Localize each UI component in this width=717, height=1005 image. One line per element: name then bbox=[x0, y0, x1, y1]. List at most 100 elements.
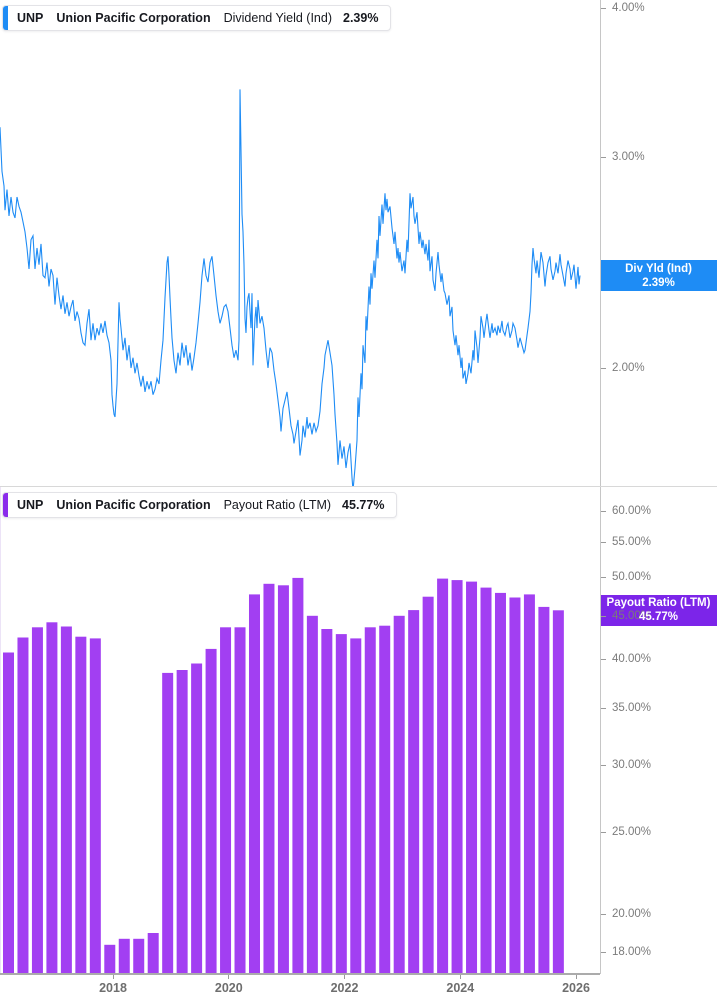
x-axis-tick bbox=[575, 975, 577, 979]
payout-bar[interactable] bbox=[364, 627, 376, 974]
payout-bar[interactable] bbox=[480, 587, 492, 974]
y-axis-tick bbox=[601, 952, 606, 954]
badge-metric-text: Payout Ratio (LTM) bbox=[606, 597, 711, 610]
payout-bar[interactable] bbox=[75, 636, 87, 974]
payout-bar[interactable] bbox=[248, 594, 260, 974]
y-axis-tick bbox=[601, 156, 606, 158]
x-axis-year-label: 2024 bbox=[446, 981, 475, 995]
x-axis-year-label: 2020 bbox=[214, 981, 243, 995]
x-axis-tick bbox=[459, 975, 461, 979]
y-axis-tick bbox=[601, 913, 606, 915]
y-axis-tick-label: 45.00% bbox=[612, 610, 652, 623]
y-axis-line bbox=[600, 0, 601, 974]
y-axis-tick bbox=[601, 764, 606, 766]
payout-bar[interactable] bbox=[523, 594, 535, 974]
x-axis-year-label: 2018 bbox=[99, 981, 127, 995]
right-axis: 4.00% 3.00% 2.00% 60.00% 55.00% 50.00% 45.00% 4… bbox=[600, 0, 717, 1005]
payout-bar[interactable] bbox=[133, 938, 145, 974]
badge-value-text: 2.39% bbox=[642, 276, 675, 289]
payout-bar[interactable] bbox=[306, 615, 318, 974]
y-axis-tick bbox=[601, 367, 606, 369]
payout-bar[interactable] bbox=[60, 626, 72, 975]
badge-value-text: 45.77% bbox=[638, 611, 678, 624]
payout-bar[interactable] bbox=[263, 583, 275, 974]
div-yield-badge-label: Div Yld (Ind) 2.39% bbox=[600, 262, 717, 290]
payout-bar[interactable] bbox=[104, 944, 116, 974]
metric-name: Dividend Yield (Ind) bbox=[223, 11, 332, 25]
metric-value: 45.77% bbox=[342, 498, 385, 512]
payout-bar[interactable] bbox=[451, 580, 463, 974]
payout-bar[interactable] bbox=[335, 634, 347, 974]
y-axis-tick-label: 20.00% bbox=[612, 907, 652, 920]
x-axis-year-label: 2026 bbox=[562, 981, 590, 995]
payout-bar[interactable] bbox=[292, 577, 304, 974]
payout-bar[interactable] bbox=[17, 637, 29, 975]
payout-bar[interactable] bbox=[3, 652, 14, 975]
payout-bar[interactable] bbox=[321, 629, 333, 974]
y-axis-tick-label: 40.00% bbox=[612, 653, 652, 666]
plot-left-edge bbox=[0, 487, 1, 974]
y-axis-tick-label: 35.00% bbox=[612, 702, 652, 715]
y-axis-tick-label: 30.00% bbox=[612, 758, 652, 771]
payout-bar[interactable] bbox=[89, 638, 101, 974]
series-header-payout-ratio[interactable]: UNP Union Pacific Corporation Payout Rat… bbox=[2, 492, 398, 518]
y-axis-tick bbox=[601, 708, 606, 710]
payout-bar[interactable] bbox=[552, 610, 564, 974]
payout-bar[interactable] bbox=[494, 592, 506, 974]
payout-bar[interactable] bbox=[350, 638, 362, 974]
payout-bar[interactable] bbox=[379, 625, 391, 974]
panel-separator bbox=[0, 486, 717, 487]
y-axis-tick bbox=[601, 542, 606, 544]
payout-bar[interactable] bbox=[277, 585, 289, 974]
payout-bar[interactable] bbox=[31, 627, 43, 974]
x-axis-tick bbox=[112, 975, 114, 979]
y-axis-tick-label: 60.00% bbox=[612, 504, 652, 517]
payout-bar[interactable] bbox=[422, 596, 434, 974]
badge-metric-text: Div Yld (Ind) bbox=[625, 262, 692, 275]
series-color-accent bbox=[3, 493, 8, 517]
payout-bar[interactable] bbox=[46, 622, 58, 974]
payout-bar[interactable] bbox=[234, 627, 246, 974]
company-name: Union Pacific Corporation bbox=[56, 11, 211, 25]
payout-bar[interactable] bbox=[118, 938, 130, 974]
ticker-label: UNP bbox=[17, 11, 44, 25]
payout-bar[interactable] bbox=[191, 663, 203, 975]
y-axis-tick bbox=[601, 616, 606, 618]
div-yield-badge[interactable] bbox=[600, 260, 717, 291]
payout-bar[interactable] bbox=[466, 581, 478, 974]
payout-bar[interactable] bbox=[393, 615, 405, 974]
y-axis-tick-label: 50.00% bbox=[612, 571, 652, 584]
y-axis-tick-label: 25.00% bbox=[612, 825, 652, 838]
payout-bar[interactable] bbox=[538, 606, 550, 974]
y-axis-tick bbox=[601, 510, 606, 512]
x-axis-tick bbox=[344, 975, 345, 979]
x-axis-line bbox=[0, 973, 600, 975]
company-name: Union Pacific Corporation bbox=[56, 498, 211, 512]
series-header-dividend-yield[interactable]: UNP Union Pacific Corporation Dividend Y… bbox=[2, 5, 392, 31]
dividend-yield-chart[interactable] bbox=[0, 0, 600, 486]
payout-bar[interactable] bbox=[509, 597, 521, 975]
y-axis-tick-label: 2.00% bbox=[612, 361, 645, 374]
metric-value: 2.39% bbox=[343, 11, 379, 25]
payout-ratio-badge[interactable] bbox=[600, 594, 717, 626]
payout-bar[interactable] bbox=[176, 670, 188, 974]
payout-bar[interactable] bbox=[437, 578, 449, 974]
payout-bar[interactable] bbox=[220, 627, 232, 974]
payout-ratio-chart[interactable] bbox=[0, 486, 600, 978]
payout-ratio-badge-label: Payout Ratio (LTM) 45.77% bbox=[600, 596, 717, 624]
series-color-accent bbox=[3, 6, 8, 30]
payout-bar[interactable] bbox=[147, 933, 159, 974]
y-axis-tick bbox=[601, 831, 606, 833]
payout-bar[interactable] bbox=[205, 648, 217, 974]
dividend-yield-line bbox=[0, 89, 581, 486]
y-axis-tick-label: 4.00% bbox=[612, 1, 645, 14]
ticker-label: UNP bbox=[17, 498, 44, 512]
payout-bar[interactable] bbox=[162, 672, 174, 974]
payout-bar[interactable] bbox=[408, 610, 420, 974]
y-axis-tick-label: 18.00% bbox=[612, 946, 652, 959]
x-axis-year-label: 2022 bbox=[330, 981, 359, 995]
y-axis-tick bbox=[601, 7, 606, 9]
x-axis-tick bbox=[228, 975, 230, 979]
y-axis-tick-label: 55.00% bbox=[612, 536, 652, 549]
